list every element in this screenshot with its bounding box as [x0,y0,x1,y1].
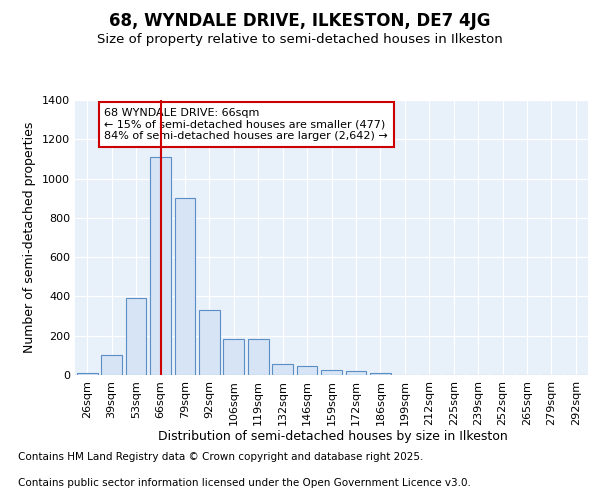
Text: 68, WYNDALE DRIVE, ILKESTON, DE7 4JG: 68, WYNDALE DRIVE, ILKESTON, DE7 4JG [109,12,491,30]
Bar [199,310,220,375]
Bar [296,366,317,375]
Text: Contains public sector information licensed under the Open Government Licence v3: Contains public sector information licen… [18,478,471,488]
Y-axis label: Number of semi-detached properties: Number of semi-detached properties [23,122,37,353]
Bar [125,298,146,375]
Text: Size of property relative to semi-detached houses in Ilkeston: Size of property relative to semi-detach… [97,32,503,46]
Bar [223,338,244,375]
Bar [248,338,269,375]
Bar [370,373,391,375]
Bar [272,364,293,375]
Text: 68 WYNDALE DRIVE: 66sqm
← 15% of semi-detached houses are smaller (477)
84% of s: 68 WYNDALE DRIVE: 66sqm ← 15% of semi-de… [104,108,388,141]
Bar [101,356,122,375]
Bar [346,371,367,375]
Bar [150,157,171,375]
Bar [321,370,342,375]
Bar [77,373,98,375]
Text: Contains HM Land Registry data © Crown copyright and database right 2025.: Contains HM Land Registry data © Crown c… [18,452,424,462]
Bar [175,198,196,375]
Text: Distribution of semi-detached houses by size in Ilkeston: Distribution of semi-detached houses by … [158,430,508,443]
